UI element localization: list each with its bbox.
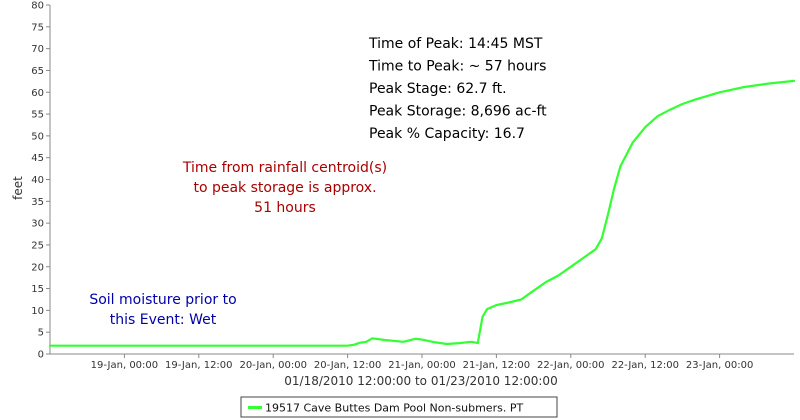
y-tick-label: 70: [31, 44, 44, 55]
peak-info-line: Peak Stage: 62.7 ft.: [369, 81, 507, 97]
y-tick-label: 25: [31, 240, 44, 251]
y-tick-label: 15: [31, 284, 44, 295]
x-tick-label: 22-Jan, 12:00: [611, 360, 678, 371]
y-tick-label: 10: [31, 306, 44, 317]
rainfall-note-line: to peak storage is approx.: [193, 180, 376, 196]
y-tick-label: 40: [31, 175, 44, 186]
x-tick-label: 20-Jan, 00:00: [239, 360, 306, 371]
annotation-layer: Time of Peak: 14:45 MST Time to Peak: ~ 5…: [89, 36, 547, 328]
y-tick-label: 80: [31, 1, 44, 12]
y-tick-label: 30: [31, 219, 44, 230]
y-tick-label: 75: [31, 22, 44, 33]
y-tick-label: 50: [31, 131, 44, 142]
peak-info-line: Time of Peak: 14:45 MST: [368, 36, 543, 52]
y-tick-label: 60: [31, 88, 44, 99]
x-tick-label: 19-Jan, 12:00: [165, 360, 232, 371]
rainfall-note-line: 51 hours: [254, 200, 316, 216]
soil-note-line: this Event: Wet: [110, 312, 217, 328]
x-tick-label: 22-Jan, 00:00: [537, 360, 604, 371]
x-tick-label: 23-Jan, 00:00: [686, 360, 753, 371]
y-tick-label: 20: [31, 262, 44, 273]
series-line-0: [48, 79, 796, 347]
legend-label: 19517 Cave Buttes Dam Pool Non-submers. …: [265, 402, 523, 415]
peak-info-line: Time to Peak: ~ 57 hours: [368, 59, 546, 75]
y-axis: 0 5 10 15 20 25 30 35 40 45 50 55 60 65 70 75 80: [31, 1, 51, 361]
y-tick-label: 35: [31, 197, 44, 208]
y-tick-label: 0: [38, 350, 44, 361]
y-tick-label: 5: [38, 328, 44, 339]
peak-info-line: Peak Storage: 8,696 ac-ft: [369, 104, 547, 120]
rainfall-note-line: Time from rainfall centroid(s): [182, 160, 387, 176]
y-tick-label: 55: [31, 110, 44, 121]
x-tick-label: 21-Jan, 12:00: [463, 360, 530, 371]
plot-area: [50, 5, 794, 354]
y-axis-label: feet: [11, 176, 25, 200]
x-tick-label: 19-Jan, 00:00: [91, 360, 158, 371]
y-tick-label: 65: [31, 66, 44, 77]
x-tick-label: 20-Jan, 12:00: [314, 360, 381, 371]
x-axis-label: 01/18/2010 12:00:00 to 01/23/2010 12:00:…: [284, 374, 557, 388]
peak-info-line: Peak % Capacity: 16.7: [369, 126, 525, 142]
soil-note-line: Soil moisture prior to: [89, 292, 236, 308]
x-axis: 19-Jan, 00:00 19-Jan, 12:00 20-Jan, 00:00 2…: [50, 353, 794, 371]
legend: 19517 Cave Buttes Dam Pool Non-submers. …: [240, 396, 558, 418]
y-tick-label: 45: [31, 153, 44, 164]
series-layer: [48, 79, 796, 347]
legend-box: [240, 396, 558, 418]
x-tick-label: 21-Jan, 00:00: [388, 360, 455, 371]
